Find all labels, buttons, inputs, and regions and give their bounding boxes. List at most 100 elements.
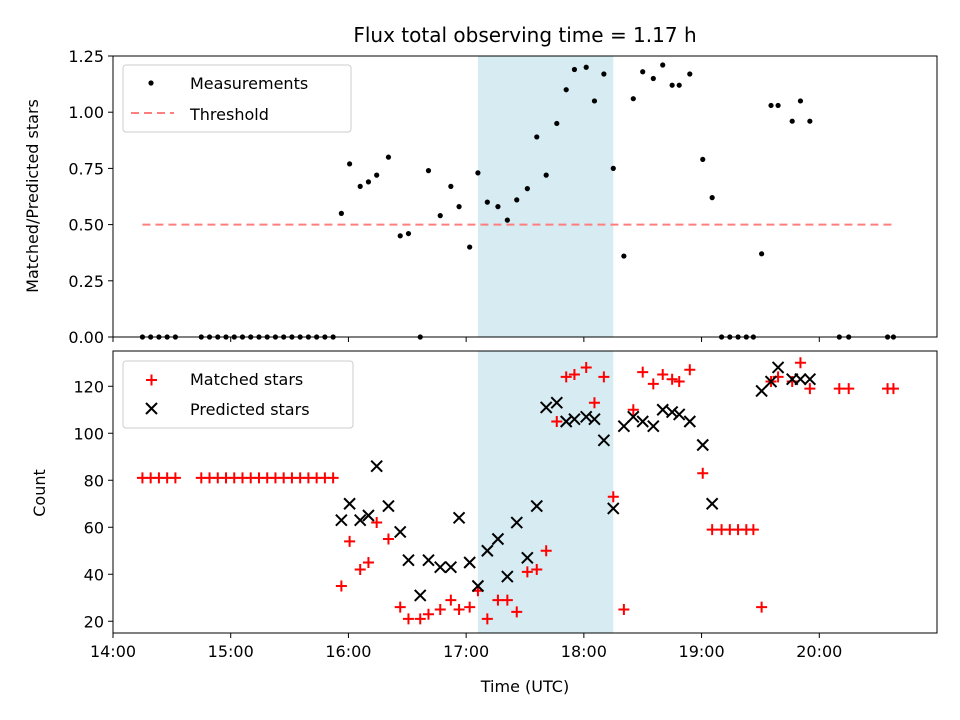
- matched-star-point: [786, 376, 798, 388]
- top-y-axis-label: Matched/Predicted stars: [23, 99, 42, 293]
- measurement-point: [448, 183, 454, 189]
- matched-star-point: [434, 604, 446, 615]
- predicted-star-point: [530, 499, 543, 513]
- predicted-star-point: [510, 516, 523, 529]
- chart-title: Flux total observing time = 1.17 h: [353, 23, 696, 47]
- measurement-point: [768, 102, 774, 109]
- predicted-star-point: [794, 372, 807, 386]
- predicted-star-point: [353, 513, 367, 527]
- measurement-point: [467, 244, 473, 250]
- predicted-star-point: [683, 415, 697, 428]
- bottom-x-ticks: 14:00 15:00 16:00 17:00 18:00 19:00 20:00: [90, 633, 842, 661]
- predicted-star-point: [705, 497, 719, 510]
- measurement-points: [139, 62, 897, 340]
- matched-star-point: [657, 369, 669, 380]
- predicted-star-point: [580, 410, 593, 424]
- measurement-point: [347, 161, 353, 167]
- measurement-point: [357, 183, 363, 189]
- legend-threshold-label: Threshold: [189, 105, 269, 124]
- predicted-star-point: [550, 396, 563, 409]
- legend-predicted-marker: [145, 402, 158, 415]
- top-legend-box: [122, 64, 352, 133]
- measurement-point: [807, 118, 813, 124]
- measurement-point: [475, 170, 481, 176]
- measurement-point: [591, 98, 598, 104]
- matched-star-point: [169, 472, 181, 484]
- top-observing-span: [477, 56, 614, 337]
- predicted-star-point: [559, 415, 573, 428]
- x-tick-label: 19:00: [679, 642, 725, 661]
- measurement-point: [797, 98, 804, 104]
- predicted-star-point: [362, 509, 375, 522]
- measurement-point: [789, 118, 795, 124]
- matched-star-point: [647, 378, 659, 390]
- measurement-point: [484, 199, 490, 205]
- x-tick-label: 14:00: [90, 642, 136, 661]
- matched-star-point: [382, 533, 394, 545]
- y-tick-label: 0.25: [68, 272, 104, 291]
- predicted-star-point: [501, 570, 514, 583]
- y-tick-label: 0.75: [68, 159, 104, 178]
- top-axes-frame: [112, 55, 938, 338]
- x-axis-label: Time (UTC): [480, 677, 569, 696]
- y-tick-label: 100: [73, 424, 104, 443]
- legend-measurements-label: Measurements: [190, 74, 308, 93]
- predicted-star-point: [382, 499, 395, 513]
- top-legend: Measurements Threshold: [122, 64, 352, 133]
- measurement-point: [385, 154, 392, 160]
- matched-star-point: [666, 373, 678, 385]
- predicted-star-point: [343, 497, 356, 510]
- matched-star-point: [453, 604, 465, 615]
- measurement-point: [687, 71, 693, 77]
- matched-star-point: [394, 601, 406, 613]
- predicted-star-point: [370, 459, 383, 473]
- measurement-point: [610, 165, 616, 171]
- predicted-star-point: [335, 513, 348, 527]
- measurement-point: [583, 64, 589, 70]
- matched-star-point: [747, 524, 759, 536]
- matched-star-point: [673, 376, 685, 388]
- matched-star-point: [684, 364, 696, 376]
- top-panel: 0.00 0.25 0.50 0.75 1.00 1.25 Flux total obse…: [23, 23, 938, 347]
- bottom-observing-span: [477, 351, 614, 633]
- matched-star-point: [756, 601, 768, 613]
- bottom-legend: Matched stars Predicted stars: [122, 360, 354, 429]
- x-tick-label: 17:00: [443, 642, 489, 661]
- matched-star-point: [531, 564, 543, 576]
- matched-star-point: [354, 564, 366, 576]
- matched-star-point: [327, 472, 339, 484]
- predicted-star-point: [588, 412, 601, 426]
- matched-star-point: [627, 404, 639, 416]
- predicted-star-point: [481, 544, 494, 557]
- measurement-point: [676, 82, 682, 88]
- measurement-point: [630, 96, 636, 102]
- predicted-star-point: [402, 553, 415, 567]
- predicted-star-point: [771, 361, 785, 374]
- bottom-legend-box: [122, 360, 354, 429]
- x-tick-label: 16:00: [325, 642, 371, 661]
- matched-star-point: [464, 601, 476, 613]
- bottom-y-ticks: 20 40 60 80 100 120: [73, 377, 113, 631]
- measurement-point: [524, 186, 530, 192]
- matched-star-point: [540, 545, 552, 557]
- matched-star-point: [551, 416, 563, 427]
- matched-star-point: [511, 606, 523, 618]
- y-tick-label: 0.50: [68, 216, 104, 235]
- y-tick-label: 20: [84, 612, 104, 631]
- predicted-star-point: [755, 384, 768, 398]
- measurement-point: [504, 217, 510, 223]
- matched-star-point: [422, 608, 434, 620]
- predicted-star-point: [617, 419, 631, 433]
- matched-star-point: [618, 604, 630, 615]
- predicted-star-point: [568, 412, 581, 426]
- predicted-star-point: [434, 560, 447, 574]
- measurement-point: [700, 156, 706, 163]
- measurement-point: [374, 172, 380, 178]
- matched-star-point: [362, 557, 374, 568]
- matched-star-point: [794, 357, 806, 369]
- measurement-point: [495, 204, 501, 210]
- y-tick-label: 1.25: [68, 47, 104, 66]
- predicted-star-point: [444, 560, 458, 574]
- measurement-point: [543, 172, 549, 178]
